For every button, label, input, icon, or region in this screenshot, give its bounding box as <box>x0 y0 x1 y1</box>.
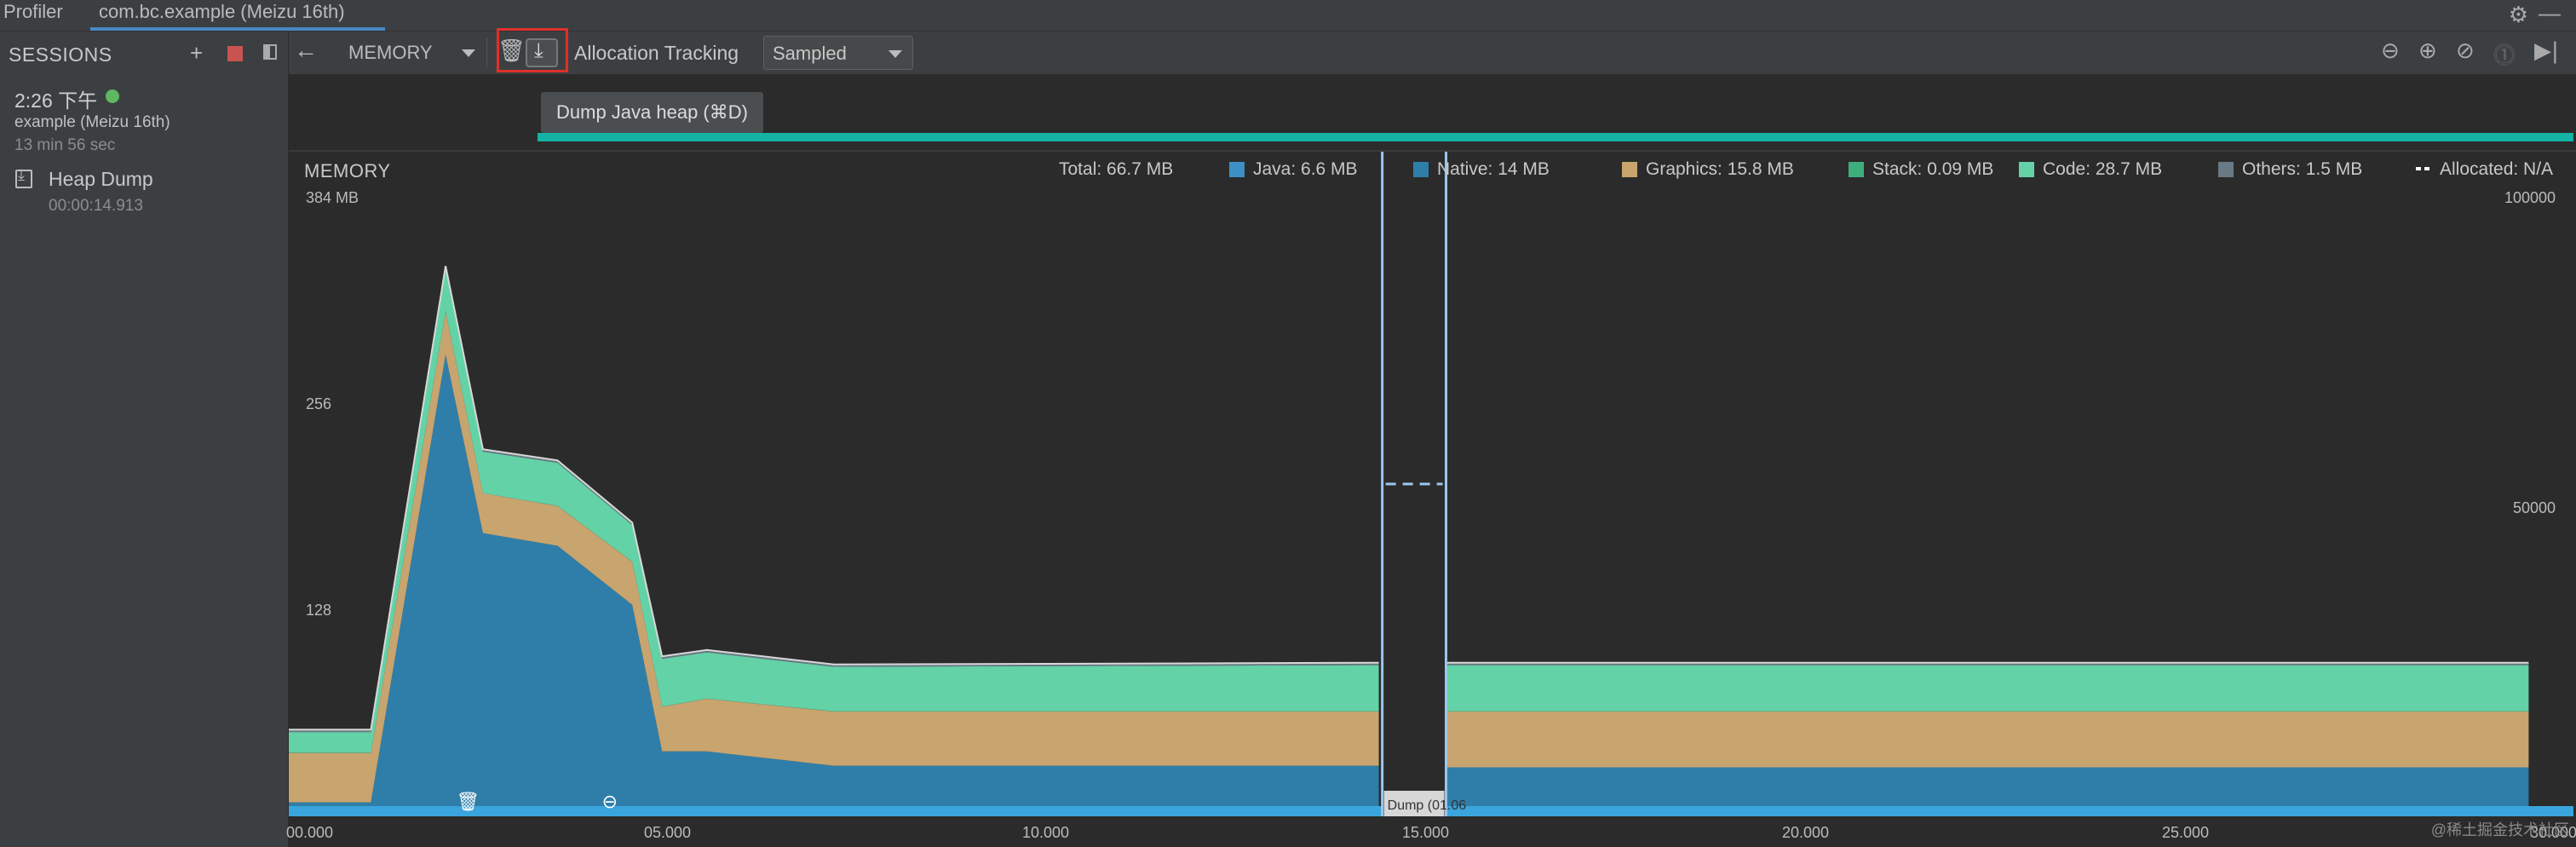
legend-swatch <box>2019 162 2034 177</box>
session-duration: 13 min 56 sec <box>14 136 116 154</box>
window-tab-strip: Profiler com.bc.example (Meizu 16th) ⚙ — <box>0 0 2576 32</box>
memory-chart-title: MEMORY <box>304 160 391 182</box>
legend-stack: Stack: 0.09 MB <box>1849 159 1993 180</box>
dump-highlight-box <box>497 28 568 72</box>
go-live-icon[interactable]: ▶| <box>2534 38 2559 64</box>
y-right-label-50000: 50000 <box>2513 499 2556 516</box>
legend-swatch <box>1413 162 1429 177</box>
tab-session[interactable]: com.bc.example (Meizu 16th) <box>90 0 385 31</box>
series-area-native <box>1446 767 2529 810</box>
tab-profiler[interactable]: Profiler <box>3 1 63 22</box>
x-axis-label: 00.000 <box>286 824 334 841</box>
trash-icon[interactable]: 🗑 <box>497 38 526 64</box>
chevron-down-icon[interactable] <box>462 49 475 57</box>
profiler-selector[interactable]: MEMORY <box>348 42 433 63</box>
heap-dump-item[interactable]: Heap Dump <box>49 168 153 190</box>
heap-dump-time: 00:00:14.913 <box>49 197 143 215</box>
heap-dump-icon <box>15 166 32 188</box>
activity-bar <box>538 133 2573 141</box>
chevron-down-icon <box>888 50 902 58</box>
zoom-out-icon[interactable]: ⊖ <box>2381 38 2400 64</box>
y-axis-label-256: 256 <box>306 395 332 412</box>
series-area-code <box>289 268 1379 753</box>
minimize-icon[interactable]: — <box>2539 0 2561 26</box>
dump-label: Dump (01.06 <box>1388 798 1467 813</box>
panel-toggle-icon[interactable] <box>263 44 277 60</box>
profiler-toolbar: ← MEMORY 🗑 Allocation Tracking Sampled ⊖… <box>289 28 2576 74</box>
reset-zoom-icon[interactable]: ⊘ <box>2456 38 2475 64</box>
legend-native: Native: 14 MB <box>1413 159 1550 180</box>
legend-total: Total: 66.7 MB <box>1059 159 1174 179</box>
legend-swatch <box>1622 162 1637 177</box>
pause-icon[interactable]: ⓵ <box>2493 43 2516 69</box>
dump-heap-icon[interactable] <box>526 38 558 67</box>
x-axis-label: 30.000 <box>2530 824 2576 841</box>
sessions-header: SESSIONS <box>9 43 112 66</box>
add-icon[interactable]: + <box>190 40 204 66</box>
y-axis-label-max: 384 MB <box>306 189 359 206</box>
dump-label-box <box>1383 791 1445 816</box>
session-time[interactable]: 2:26 下午 <box>14 89 98 112</box>
allocation-tracking-value: Sampled <box>773 43 847 64</box>
series-area-graphics <box>1446 712 2529 768</box>
sessions-sidebar: SESSIONS + 2:26 下午 example (Meizu 16th) … <box>0 32 289 847</box>
legend-swatch <box>2416 167 2431 170</box>
session-status-dot <box>106 89 119 103</box>
y-right-label-100000: 100000 <box>2504 189 2556 206</box>
toolbar-divider <box>486 38 487 67</box>
legend-swatch <box>2218 162 2234 177</box>
x-axis-label: 10.000 <box>1022 824 1070 841</box>
gear-icon[interactable]: ⚙ <box>2508 2 2528 27</box>
dump-tooltip: Dump Java heap (⌘D) <box>541 92 763 133</box>
watermark: @稀土掘金技术社区 <box>2430 821 2569 838</box>
session-device[interactable]: example (Meizu 16th) <box>14 113 170 131</box>
event-marker-icon[interactable]: ⊖ <box>602 792 618 813</box>
series-area-native <box>289 354 1379 810</box>
series-area-graphics <box>289 311 1379 803</box>
x-axis-label: 25.000 <box>2162 824 2210 841</box>
timeline-divider <box>289 150 2576 152</box>
allocation-tracking-select[interactable]: Sampled <box>763 36 913 70</box>
legend-java: Java: 6.6 MB <box>1229 159 1358 180</box>
x-axis-label: 20.000 <box>1782 824 1830 841</box>
legend-swatch <box>1849 162 1864 177</box>
legend-swatch <box>1229 162 1245 177</box>
total-outline <box>289 266 2529 731</box>
legend-graphics: Graphics: 15.8 MB <box>1622 159 1794 180</box>
x-axis-label: 15.000 <box>1402 824 1450 841</box>
stop-icon[interactable] <box>227 46 243 61</box>
series-area-code <box>1446 665 2529 712</box>
allocation-tracking-label: Allocation Tracking <box>574 42 739 64</box>
zoom-in-icon[interactable]: ⊕ <box>2418 38 2437 64</box>
y-axis-label-128: 128 <box>306 602 332 619</box>
legend-others: Others: 1.5 MB <box>2218 159 2362 180</box>
legend-code: Code: 28.7 MB <box>2019 159 2162 180</box>
legend-allocated: Allocated: N/A <box>2416 159 2553 180</box>
gc-event-icon[interactable]: 🗑 <box>456 792 480 813</box>
back-arrow-icon[interactable]: ← <box>294 37 318 63</box>
x-axis-label: 05.000 <box>644 824 692 841</box>
